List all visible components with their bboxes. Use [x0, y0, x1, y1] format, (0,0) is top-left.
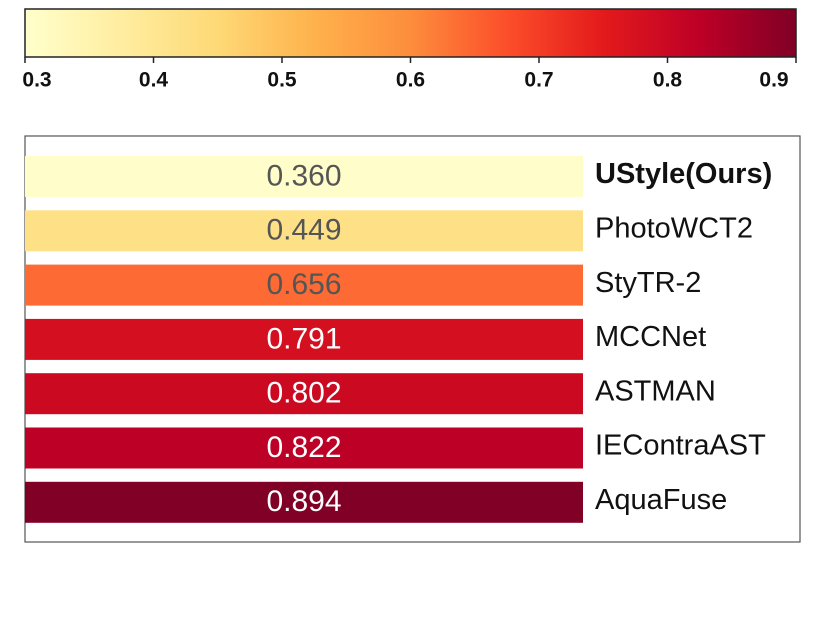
- heat-cell: [25, 427, 583, 469]
- colorbar: [24, 8, 797, 58]
- row-label: StyTR-2: [595, 267, 701, 299]
- colorbar-tick-label: 0.8: [653, 69, 683, 92]
- heat-cell: [25, 264, 583, 306]
- value-label: 0.360: [266, 159, 341, 192]
- heat-cell: [25, 156, 583, 197]
- row-label: MCCNet: [595, 321, 706, 353]
- heat-cell: [25, 318, 583, 360]
- value-label: 0.822: [266, 431, 341, 464]
- row-label: IEContraAST: [595, 430, 766, 462]
- value-label: 0.894: [266, 485, 341, 518]
- value-label: 0.802: [266, 377, 341, 410]
- value-label: 0.791: [266, 322, 341, 355]
- colorbar-tick-label: 0.9: [759, 69, 788, 92]
- row-label: AquaFuse: [595, 484, 727, 516]
- colorbar-tick-label: 0.6: [396, 69, 425, 92]
- row-label: UStyle(Ours): [595, 158, 772, 190]
- row-label: ASTMAN: [595, 375, 716, 407]
- heat-cell: [25, 373, 583, 415]
- heat-cell: [25, 210, 583, 252]
- colorbar-tick-label: 0.7: [524, 69, 553, 92]
- colorbar-tick-label: 0.5: [267, 69, 297, 92]
- heat-cell: [25, 481, 583, 523]
- value-label: 0.449: [266, 214, 341, 247]
- colorbar-tick-label: 0.4: [139, 69, 169, 92]
- row-label: PhotoWCT2: [595, 212, 753, 244]
- value-label: 0.656: [266, 268, 341, 301]
- colorbar-tick-label: 0.3: [22, 69, 51, 92]
